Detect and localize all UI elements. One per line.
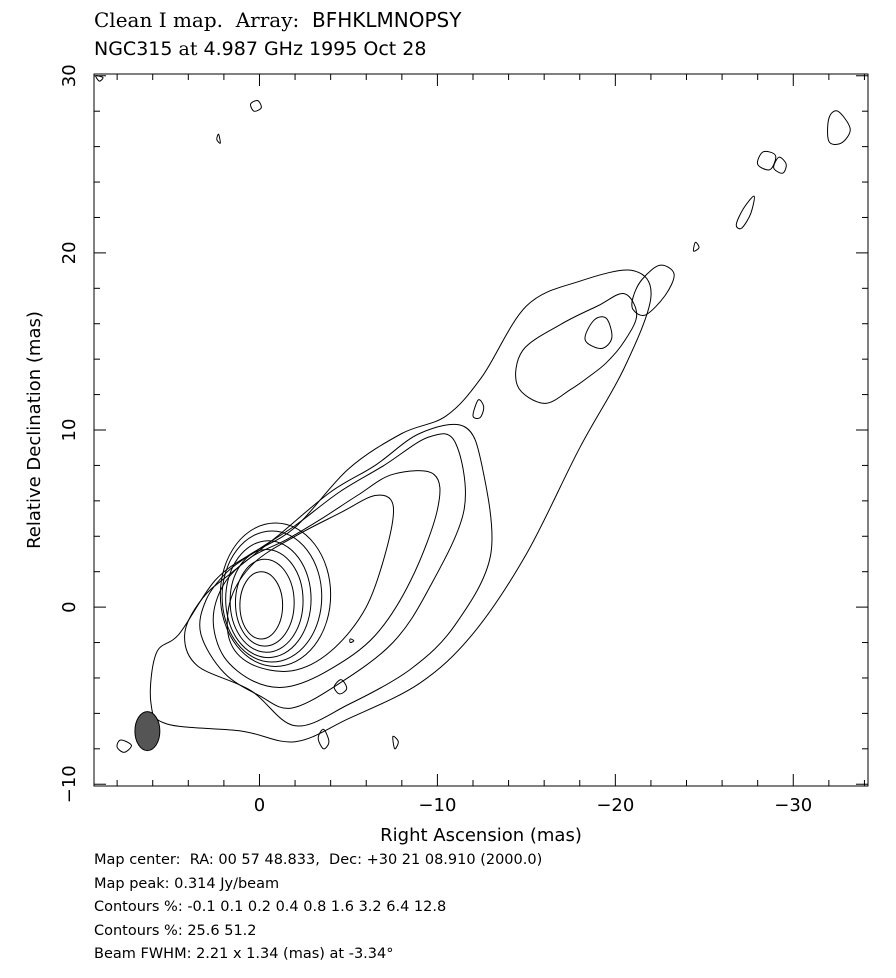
contour-line-9 — [756, 150, 777, 171]
map-title: Clean I map. Array: BFHKLMNOPSY — [94, 8, 461, 32]
y-tick-label: −10 — [59, 765, 80, 803]
y-tick-label: 30 — [59, 64, 80, 87]
contour-line-10 — [773, 156, 787, 174]
x-tick-label: −20 — [596, 795, 634, 816]
map-info: Map center: RA: 00 57 48.833, Dec: +30 2… — [94, 849, 542, 967]
contour-line-15 — [349, 638, 355, 644]
subtitle-at: at — [178, 38, 198, 60]
core-contour-5 — [219, 522, 332, 667]
contour-line-8 — [472, 399, 485, 419]
contour-line-4 — [226, 494, 395, 672]
contour-line-19 — [216, 133, 221, 144]
y-tick-label: 20 — [59, 241, 80, 264]
contour-line-3 — [212, 470, 441, 689]
ticks-layer: 0 −10 −20 −30 −10 0 10 20 30 — [59, 64, 868, 816]
y-tick-label: 0 — [59, 601, 80, 612]
contour-line-20 — [95, 75, 104, 82]
contour-line-2 — [199, 433, 466, 709]
core-contour-2 — [229, 549, 304, 653]
array-name: BFHKLMNOPSY — [311, 8, 462, 32]
contours-text-2: Contours %: 25.6 51.2 — [94, 922, 257, 939]
core-contour-1 — [234, 558, 295, 647]
map-center-text: Map center: RA: 00 57 48.833, Dec: +30 2… — [94, 852, 543, 868]
contour-plot: 0 −10 −20 −30 −10 0 10 20 30 Right Ascension (ma… — [24, 64, 869, 846]
map-title-label: Clean I map. Array: — [94, 8, 300, 32]
contour-line-14 — [317, 728, 330, 750]
x-tick-label: −10 — [418, 795, 456, 816]
plot-frame — [93, 73, 869, 787]
contour-line-16 — [392, 735, 399, 750]
map-subtitle: NGC315 at 4.987 GHz 1995 Oct 28 — [94, 38, 426, 60]
core-contour-4 — [221, 530, 323, 663]
contour-line-12 — [827, 110, 851, 145]
core-contour-3 — [225, 540, 312, 659]
contour-line-1 — [184, 423, 493, 727]
source-name: NGC315 — [94, 38, 173, 60]
y-tick-label: 10 — [59, 419, 80, 442]
contour-line-18 — [250, 100, 262, 112]
beam-ellipse — [134, 711, 161, 752]
contour-line-6 — [584, 316, 613, 350]
beam-fwhm-text: Beam FWHM: 2.21 x 1.34 (mas) at -3.34° — [94, 946, 394, 962]
x-tick-label: 0 — [254, 795, 265, 816]
contours-text-1: Contours %: -0.1 0.1 0.2 0.4 0.8 1.6 3.2… — [94, 899, 447, 915]
y-axis-label: Relative Declination (mas) — [24, 311, 45, 549]
contour-line-13 — [692, 241, 700, 252]
contour-line-21 — [116, 739, 132, 753]
contours-layer — [95, 75, 851, 753]
contour-line-7 — [631, 264, 675, 316]
contour-line-0 — [149, 269, 652, 743]
contour-line-5 — [515, 292, 638, 404]
frequency-date: 4.987 GHz 1995 Oct 28 — [203, 38, 427, 60]
contour-line-17 — [333, 679, 348, 695]
x-tick-label: −30 — [774, 795, 812, 816]
map-peak-text: Map peak: 0.314 Jy/beam — [94, 875, 280, 892]
core-contour-0 — [239, 571, 284, 640]
x-axis-label: Right Ascension (mas) — [380, 825, 582, 846]
contour-line-11 — [735, 195, 755, 230]
